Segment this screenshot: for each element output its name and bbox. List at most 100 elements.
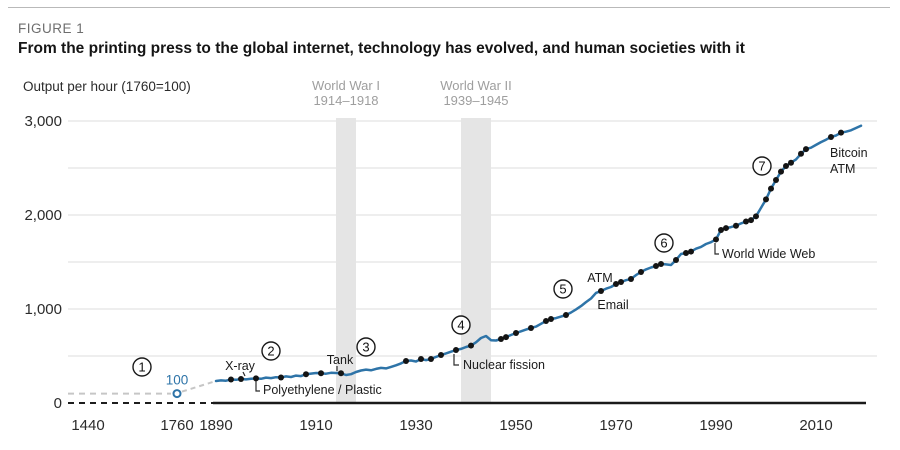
figure-label: FIGURE 1 — [18, 21, 85, 36]
x-tick-label: 1890 — [199, 417, 232, 434]
invention-dot — [513, 329, 519, 336]
invention-dot — [828, 133, 834, 140]
invention-dot — [453, 346, 459, 353]
invention-dot — [838, 129, 844, 136]
invention-dot — [733, 222, 739, 229]
annotation-connector — [453, 354, 459, 366]
event-label: X-ray — [225, 359, 256, 373]
invention-dot — [788, 159, 794, 166]
invention-dot — [403, 357, 409, 364]
x-tick-label: 1930 — [399, 417, 432, 434]
war-band-label: World War II — [440, 78, 512, 93]
milestone-circle — [451, 315, 471, 335]
milestone-number: 6 — [660, 236, 667, 251]
milestone-circle — [356, 337, 376, 357]
event-label: ATM — [830, 162, 855, 176]
invention-dot — [338, 370, 344, 377]
invention-dot — [803, 146, 809, 153]
invention-dot — [503, 334, 509, 341]
x-tick-label: 1950 — [499, 417, 532, 434]
invention-dot — [673, 257, 679, 264]
figure-title: From the printing press to the global in… — [18, 40, 745, 57]
invention-dot — [638, 268, 644, 275]
base-100-label: 100 — [166, 373, 189, 388]
milestone-number: 7 — [758, 159, 765, 174]
invention-dot — [773, 177, 779, 184]
invention-dot — [238, 376, 244, 383]
war-band-label: World War I — [312, 78, 380, 93]
invention-dot — [768, 185, 774, 192]
invention-dot — [548, 315, 554, 322]
milestone-number: 4 — [457, 318, 464, 333]
invention-dot — [613, 280, 619, 287]
invention-dot — [498, 335, 504, 342]
y-tick-label: 0 — [54, 395, 62, 412]
invention-dot — [598, 287, 604, 294]
invention-dot — [418, 356, 424, 363]
war-band — [461, 118, 491, 402]
milestone-circle — [261, 341, 281, 361]
war-band — [336, 118, 356, 402]
invention-dot — [543, 318, 549, 325]
invention-dot — [653, 262, 659, 269]
y-axis-note: Output per hour (1760=100) — [23, 79, 191, 94]
annotation-connector — [255, 381, 260, 392]
invention-dot — [713, 236, 719, 243]
milestone-circle — [654, 233, 674, 253]
invention-dot — [688, 248, 694, 255]
invention-dot — [428, 356, 434, 363]
top-rule — [8, 7, 890, 8]
x-tick-label: 1910 — [299, 417, 332, 434]
invention-dot — [278, 374, 284, 381]
event-label: World Wide Web — [722, 247, 815, 261]
event-label: Bitcoin — [830, 146, 868, 160]
invention-dot — [743, 218, 749, 225]
invention-dot — [798, 150, 804, 157]
transition-dashed-line — [181, 380, 217, 393]
invention-dot — [778, 168, 784, 175]
invention-dot — [438, 351, 444, 358]
milestone-number: 3 — [362, 340, 369, 355]
x-tick-label: 2010 — [799, 417, 832, 434]
milestone-circle — [553, 279, 573, 299]
milestone-number: 5 — [559, 282, 566, 297]
event-label: Nuclear fission — [463, 358, 545, 372]
invention-dot — [683, 249, 689, 256]
milestone-number: 2 — [267, 344, 274, 359]
invention-dot — [753, 213, 759, 220]
base-100-marker — [172, 389, 182, 399]
y-tick-label: 1,000 — [24, 301, 62, 318]
invention-dot — [253, 375, 259, 382]
invention-dot — [228, 376, 234, 383]
invention-dot — [618, 279, 624, 286]
invention-dot — [318, 370, 324, 377]
event-label: ATM — [587, 271, 612, 285]
invention-dot — [748, 217, 754, 224]
x-tick-label: 1760 — [160, 417, 193, 434]
milestone-circle — [132, 357, 152, 377]
invention-dot — [563, 312, 569, 319]
event-label: Tank — [327, 353, 354, 367]
invention-dot — [718, 226, 724, 233]
invention-dot — [658, 260, 664, 267]
y-tick-label: 2,000 — [24, 207, 62, 224]
x-tick-label: 1990 — [699, 417, 732, 434]
y-tick-label: 3,000 — [24, 113, 62, 130]
invention-dot — [763, 196, 769, 203]
invention-dot — [528, 324, 534, 331]
invention-dot — [628, 276, 634, 283]
war-band-years: 1939–1945 — [443, 93, 508, 108]
milestone-number: 1 — [138, 360, 145, 375]
invention-dot — [468, 342, 474, 349]
war-band-years: 1914–1918 — [313, 93, 378, 108]
annotation-connector — [242, 371, 246, 377]
invention-dot — [303, 371, 309, 378]
x-tick-label: 1440 — [71, 417, 104, 434]
event-label: Email — [597, 298, 628, 312]
annotation-connector — [714, 243, 719, 255]
x-tick-label: 1970 — [599, 417, 632, 434]
invention-dot — [723, 225, 729, 232]
milestone-circle — [752, 156, 772, 176]
